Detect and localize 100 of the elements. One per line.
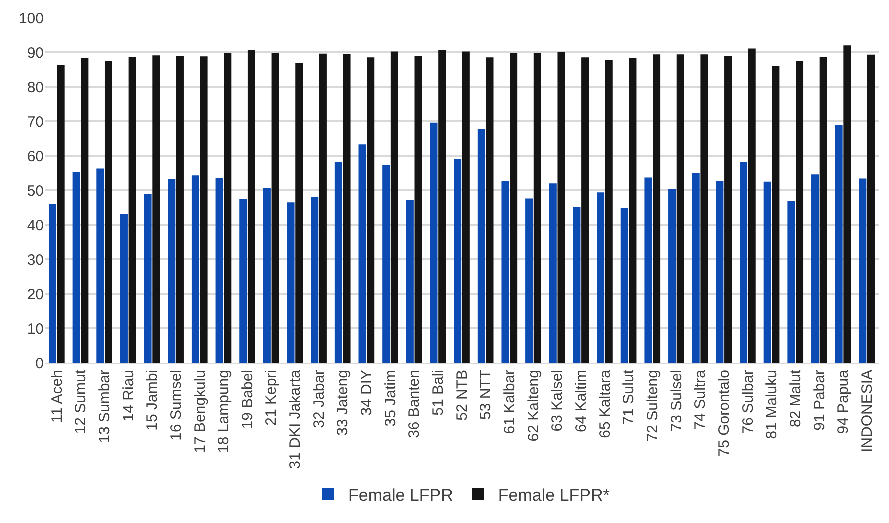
- bar: [454, 159, 462, 363]
- y-tick-label: 70: [27, 114, 44, 131]
- x-tick-label: 31 DKI Jakarta: [287, 369, 304, 470]
- bar: [334, 162, 342, 363]
- x-tick-label: 14 Riau: [120, 370, 138, 422]
- bar: [319, 54, 327, 363]
- y-tick-label: 100: [18, 10, 44, 28]
- bar: [406, 200, 414, 363]
- bar: [558, 52, 566, 363]
- bar: [343, 54, 351, 363]
- bar: [597, 192, 605, 363]
- x-tick-label: 76 Sulbar: [740, 370, 757, 434]
- x-tick-label: 15 Jambi: [144, 370, 162, 431]
- x-tick-label: 73 Sulsel: [668, 370, 686, 432]
- bar: [764, 182, 772, 363]
- x-tick-label: 65 Kaltara: [596, 369, 614, 438]
- bar: [534, 54, 542, 363]
- bar: [287, 202, 295, 363]
- bar: [526, 198, 534, 363]
- x-tick-label: 21 Kepri: [263, 370, 280, 426]
- bar: [868, 54, 876, 363]
- bar: [72, 172, 80, 363]
- bar: [144, 194, 152, 363]
- bar: [367, 58, 375, 363]
- bar: [382, 165, 390, 363]
- bar: [358, 144, 366, 363]
- x-tick-label: 12 Sumut: [72, 369, 90, 434]
- bar: [502, 182, 510, 363]
- bar: [724, 56, 732, 363]
- bar: [104, 61, 112, 363]
- bar: [296, 64, 304, 363]
- bar: [812, 174, 820, 363]
- bar: [844, 46, 852, 363]
- bar: [510, 54, 518, 363]
- bar: [438, 50, 446, 363]
- bar: [629, 58, 637, 363]
- bar: [700, 54, 708, 363]
- bar: [272, 54, 280, 363]
- x-tick-label: 33 Jateng: [334, 370, 352, 436]
- x-tick-label: 11 Aceh: [48, 370, 66, 424]
- y-tick-label: 30: [27, 252, 44, 269]
- bar: [668, 189, 676, 363]
- y-tick-label: 40: [27, 217, 44, 234]
- x-tick-label: 16 Sumsel: [168, 370, 185, 441]
- x-tick-label: 19 Babel: [239, 370, 256, 430]
- y-tick-label: 10: [27, 320, 44, 338]
- bar: [192, 176, 200, 363]
- legend-label: Female LFPR*: [498, 486, 610, 506]
- bar: [168, 179, 176, 363]
- x-tick-label: 35 Jatim: [382, 370, 400, 427]
- x-tick-label: 81 Maluku: [764, 370, 781, 440]
- bar: [216, 178, 224, 363]
- legend-label: Female LFPR: [348, 486, 454, 506]
- bar: [748, 48, 756, 363]
- bar: [176, 56, 184, 363]
- bar: [200, 56, 208, 363]
- x-tick-label: 63 Kalsel: [549, 370, 566, 432]
- bar: [390, 52, 398, 363]
- bar: [414, 56, 422, 363]
- x-tick-label: 64 Kaltim: [573, 370, 590, 433]
- x-tick-label: 62 Kalteng: [525, 370, 542, 442]
- x-tick-label: 75 Gorontalo: [716, 370, 733, 457]
- bar: [57, 65, 65, 363]
- x-tick-label: 32 Jabar: [310, 370, 328, 428]
- bar: [716, 181, 724, 363]
- bar: [128, 57, 136, 363]
- y-tick-label: 80: [27, 79, 44, 96]
- bar: [81, 58, 89, 363]
- y-tick-label: 60: [27, 148, 44, 166]
- bar: [740, 162, 748, 363]
- bar: [96, 168, 104, 363]
- bar: [248, 50, 256, 363]
- bar: [788, 201, 796, 363]
- bar: [120, 214, 128, 363]
- x-tick-label: 51 Bali: [430, 370, 448, 416]
- bar: [263, 188, 271, 363]
- x-tick-label: 34 DIY: [358, 370, 376, 416]
- y-tick-label: 50: [27, 182, 44, 200]
- bar: [48, 204, 56, 363]
- y-tick-label: 20: [27, 286, 44, 304]
- bar: [796, 61, 804, 363]
- bar: [224, 53, 232, 363]
- bar: [772, 66, 780, 363]
- bar: [430, 122, 438, 363]
- x-tick-label: 61 Kalbar: [502, 370, 519, 434]
- x-tick-label: 13 Sumbar: [96, 370, 114, 444]
- bar: [240, 199, 248, 363]
- x-tick-label: 71 Sulut: [620, 369, 638, 426]
- bar: [549, 184, 557, 363]
- x-tick-label: INDONESIA: [858, 370, 876, 453]
- x-tick-label: 52 NTB: [454, 370, 471, 421]
- bar: [676, 54, 684, 363]
- y-tick-label: 90: [27, 44, 44, 62]
- bar: [462, 52, 470, 363]
- bar: [692, 173, 700, 363]
- bar: [582, 58, 590, 363]
- x-tick-label: 72 Sulteng: [644, 370, 662, 442]
- x-tick-label: 36 Banten: [406, 370, 424, 438]
- x-tick-label: 91 Pabar: [811, 370, 828, 431]
- bar: [859, 178, 867, 363]
